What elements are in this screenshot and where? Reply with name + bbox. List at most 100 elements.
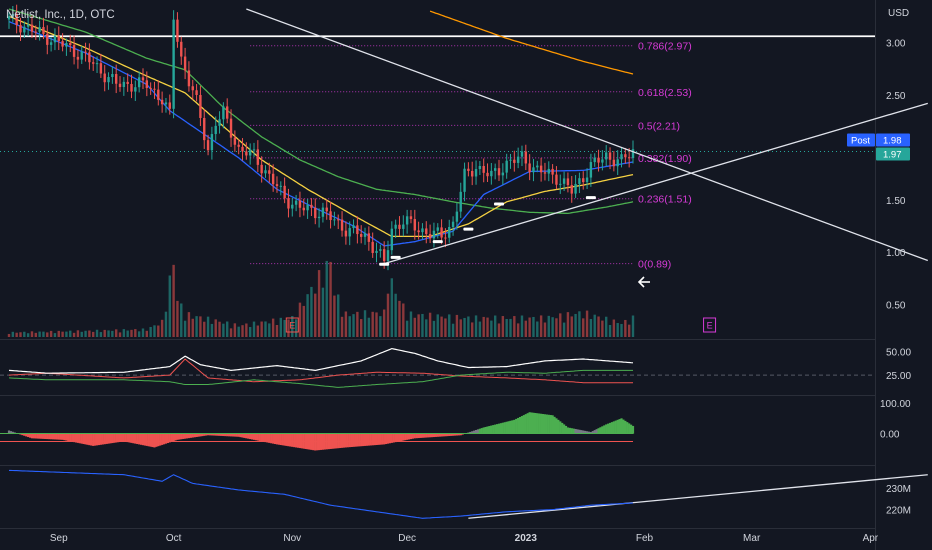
volume-bar bbox=[279, 317, 283, 337]
osc2-bar bbox=[367, 433, 370, 446]
osc2-bar bbox=[624, 420, 627, 434]
osc2-bar bbox=[266, 433, 269, 443]
osc2-bar bbox=[279, 433, 282, 446]
volume-bar bbox=[298, 302, 302, 337]
osc2-bar bbox=[208, 433, 212, 436]
candle-body bbox=[260, 164, 263, 174]
volume-bar bbox=[302, 305, 305, 337]
osc2-tick-label: 100.00 bbox=[880, 399, 911, 410]
earnings-marker-label: E bbox=[289, 321, 295, 331]
osc2-bar bbox=[348, 433, 351, 448]
time-axis[interactable]: Sep Oct Nov Dec 2023 Feb Mar Apr bbox=[50, 533, 879, 544]
osc2-bar bbox=[281, 433, 284, 446]
osc2-bar bbox=[176, 433, 179, 440]
osc2-bar bbox=[65, 433, 68, 441]
osc2-bar bbox=[526, 413, 529, 434]
osc2-bar bbox=[534, 412, 537, 434]
candle-body bbox=[574, 183, 577, 194]
osc2-bar bbox=[191, 433, 194, 438]
volume-bar bbox=[612, 319, 616, 337]
osc2-bar bbox=[300, 433, 303, 449]
candle-body bbox=[283, 185, 286, 199]
osc2-bar bbox=[603, 425, 606, 434]
osc2-bar bbox=[530, 412, 533, 434]
osc2-bar bbox=[97, 433, 101, 446]
volume-bar bbox=[46, 332, 49, 337]
pivot-mark bbox=[432, 240, 443, 244]
volume-bar bbox=[291, 316, 294, 337]
candle-body bbox=[597, 157, 600, 163]
candle-body bbox=[620, 154, 623, 160]
candle-body bbox=[566, 178, 570, 186]
osc2-bar bbox=[143, 433, 147, 446]
price-axis[interactable]: 3.00 2.50 1.50 1.00 0.50 50.00 25.00 100.00 0.00… bbox=[847, 39, 911, 517]
candle-body bbox=[30, 24, 34, 32]
osc2-bar bbox=[591, 431, 594, 434]
osc2-bar bbox=[532, 412, 535, 434]
osc1-green-line bbox=[8, 369, 633, 388]
candle-body bbox=[612, 159, 616, 167]
volume-bar bbox=[382, 309, 386, 337]
osc2-bar bbox=[241, 433, 244, 438]
volume-bar bbox=[620, 323, 623, 337]
candle-body bbox=[57, 35, 60, 42]
osc2-bar bbox=[585, 431, 589, 434]
volume-bar bbox=[585, 310, 589, 337]
trendlines[interactable] bbox=[246, 8, 928, 519]
osc2-bar bbox=[384, 433, 388, 445]
osc2-bar bbox=[622, 419, 625, 434]
candle-body bbox=[501, 172, 505, 176]
osc2-bar bbox=[413, 433, 416, 439]
osc2-bar bbox=[36, 433, 39, 439]
volume-bar bbox=[474, 315, 478, 337]
volume-bar bbox=[168, 275, 171, 337]
osc2-bar bbox=[270, 433, 273, 444]
volume-bar bbox=[88, 330, 91, 337]
osc2-bar bbox=[547, 414, 550, 434]
volume-bar bbox=[532, 316, 535, 337]
volume-bar bbox=[482, 316, 485, 337]
volume-bar bbox=[471, 322, 474, 337]
osc2-bar bbox=[206, 433, 210, 436]
volume-bar bbox=[605, 316, 608, 337]
osc2-bar bbox=[628, 423, 631, 434]
osc2-bar bbox=[187, 433, 191, 439]
candle-body bbox=[352, 225, 355, 229]
fib-retracement[interactable]: 0.786(2.97) 0.618(2.53) 0.5(2.21) 0.382(1.9… bbox=[250, 41, 692, 271]
candle-body bbox=[111, 74, 114, 78]
volume-bar bbox=[252, 321, 256, 337]
volume-bar bbox=[237, 326, 240, 337]
volume-bar bbox=[344, 311, 348, 337]
volume-bar bbox=[275, 324, 279, 337]
osc2-bar bbox=[40, 433, 43, 439]
back-arrow-icon[interactable] bbox=[637, 276, 650, 288]
candle-body bbox=[160, 99, 164, 105]
volume-bar bbox=[30, 331, 34, 337]
osc2-bar bbox=[421, 433, 424, 438]
osc2-bar bbox=[233, 433, 236, 437]
osc2-bar bbox=[197, 433, 200, 437]
osc2-bar bbox=[549, 415, 552, 434]
osc2-bar bbox=[599, 427, 602, 434]
osc2-bar bbox=[120, 433, 124, 442]
osc2-bar bbox=[90, 433, 93, 446]
candle-body bbox=[428, 233, 432, 239]
candle-body bbox=[291, 204, 294, 209]
volume-bar bbox=[191, 318, 194, 337]
candle-body bbox=[585, 177, 589, 183]
candle-body bbox=[547, 168, 550, 174]
osc2-bar bbox=[92, 433, 95, 446]
candle-body bbox=[268, 170, 271, 174]
volume-bar bbox=[11, 331, 15, 337]
osc2-bar bbox=[293, 433, 296, 448]
osc2-bar bbox=[57, 433, 60, 440]
osc2-bar bbox=[536, 413, 539, 434]
osc2-bar bbox=[130, 433, 133, 443]
osc2-bar bbox=[117, 433, 120, 443]
candle-body bbox=[233, 137, 237, 145]
osc2-bar bbox=[168, 433, 171, 443]
candle-body bbox=[421, 228, 424, 233]
osc2-bar bbox=[27, 433, 30, 438]
volume-bar bbox=[187, 312, 191, 337]
osc2-bar bbox=[101, 433, 104, 445]
